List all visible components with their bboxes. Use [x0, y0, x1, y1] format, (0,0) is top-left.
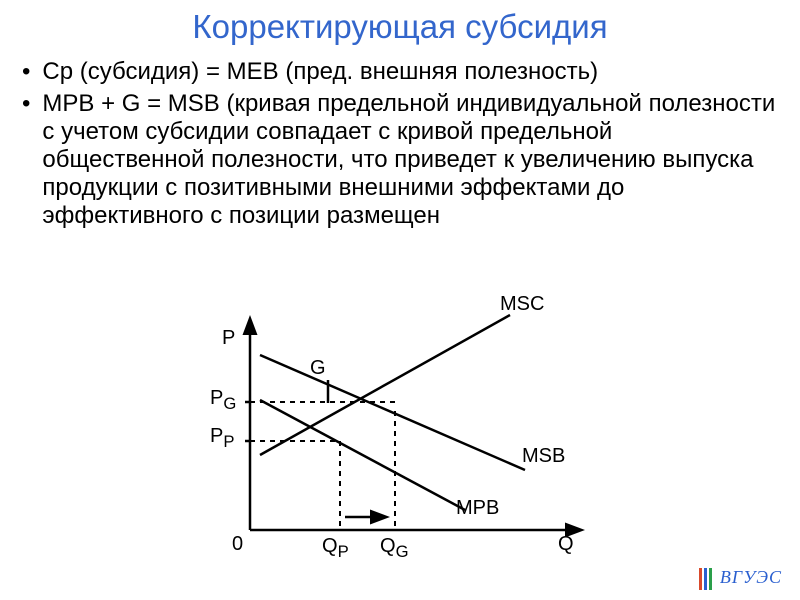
- bullet-item: • Cp (субсидия) = MEB (пред. внешняя пол…: [22, 58, 778, 86]
- origin-label: 0: [232, 533, 243, 556]
- msc-line-label: MSC: [500, 293, 544, 316]
- bullet-item: • MPB + G = MSB (кривая предельной индив…: [22, 90, 778, 230]
- logo-bar-icon: [709, 568, 712, 590]
- mpb-line-label: MPB: [456, 497, 499, 520]
- bullet-dot-icon: •: [22, 58, 30, 86]
- logo-bar-icon: [704, 568, 707, 590]
- bullet-text: Cp (субсидия) = MEB (пред. внешняя полез…: [42, 58, 598, 86]
- econ-chart: P Q 0 PG PP QP QG G MSC MSB MPB: [210, 295, 610, 565]
- pp-tick-label: PP: [210, 425, 234, 452]
- pg-tick-label: PG: [210, 387, 236, 414]
- bullet-list: • Cp (субсидия) = MEB (пред. внешняя пол…: [0, 46, 800, 230]
- logo-text: ВГУЭС: [720, 567, 782, 587]
- logo-bar-icon: [699, 568, 702, 590]
- org-logo: ВГУЭС: [699, 567, 782, 590]
- msb-line-label: MSB: [522, 445, 565, 468]
- chart-svg: [210, 295, 610, 565]
- qg-tick-label: QG: [380, 535, 409, 562]
- g-label: G: [310, 357, 326, 380]
- qp-tick-label: QP: [322, 535, 349, 562]
- y-axis-label: P: [222, 327, 235, 350]
- x-axis-label: Q: [558, 533, 574, 556]
- page-title: Корректирующая субсидия: [0, 0, 800, 46]
- bullet-dot-icon: •: [22, 90, 30, 118]
- bullet-text: MPB + G = MSB (кривая предельной индивид…: [42, 90, 778, 230]
